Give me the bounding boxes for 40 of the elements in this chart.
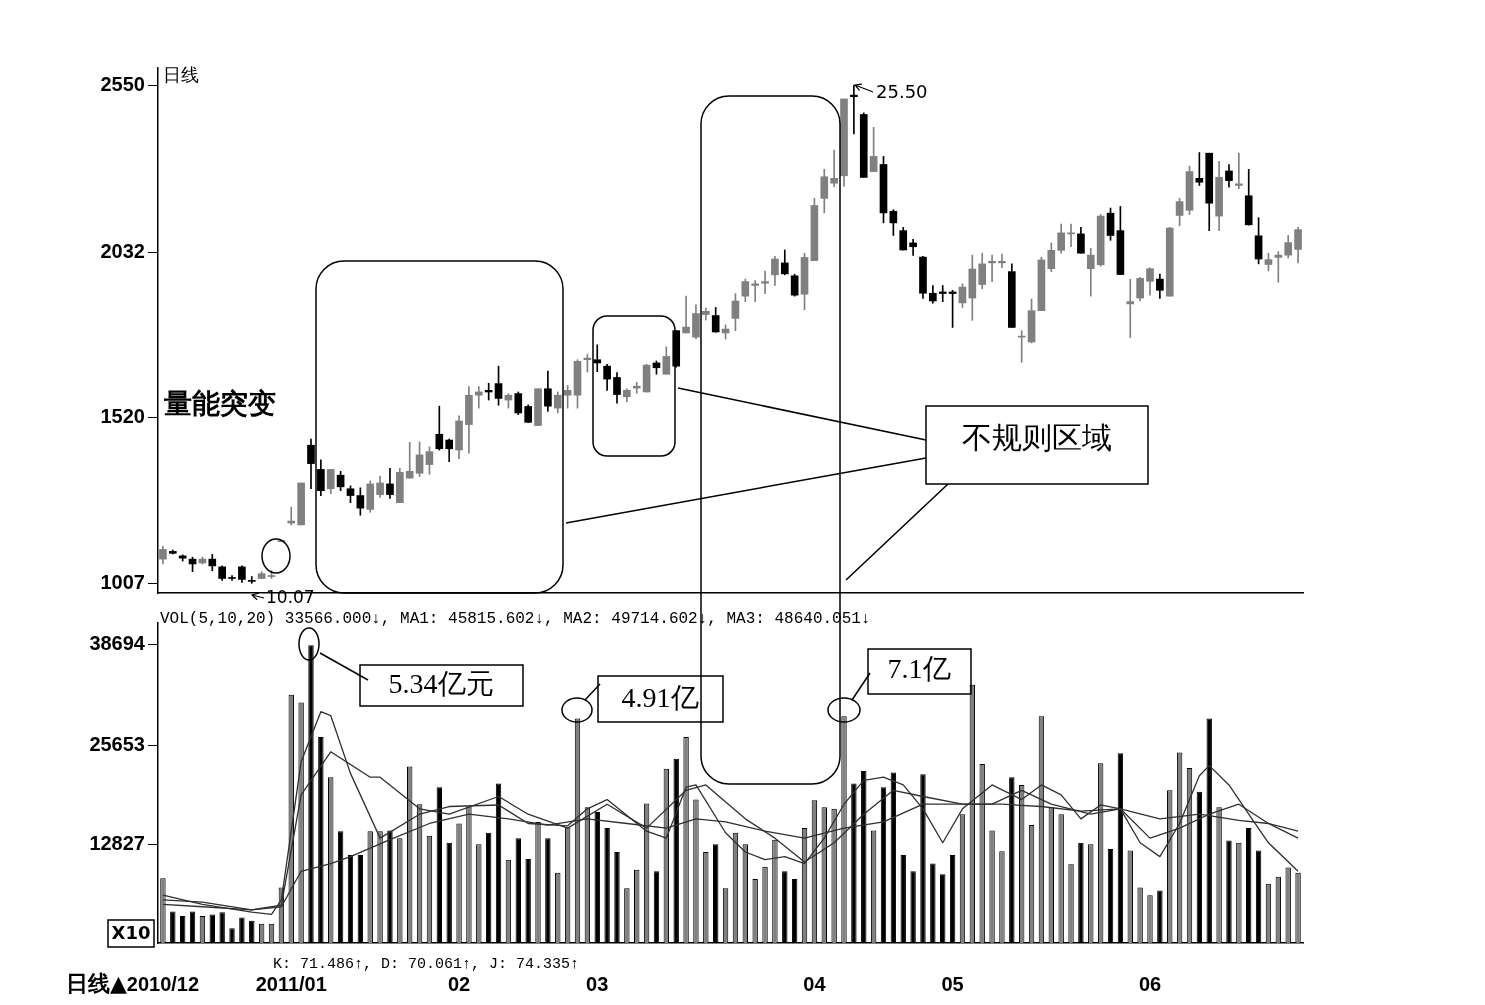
x-tick-label: 03 (586, 972, 609, 995)
y-tick-label: 1520 (100, 405, 145, 428)
annotation: 25.50 (876, 80, 928, 102)
annotation: 不规则区域 (962, 419, 1112, 455)
candlestick (593, 344, 602, 372)
x-tick-label: 04 (803, 972, 827, 995)
candlestick (938, 285, 947, 302)
candlestick (405, 441, 414, 479)
annotation: 量能突变 (163, 387, 276, 421)
candlestick (988, 254, 996, 282)
x-tick-label: 05 (941, 972, 964, 995)
candlestick (247, 576, 256, 584)
y-tick-label: 1007 (100, 570, 145, 593)
y-tick-label: 12827 (89, 831, 145, 854)
candlestick (909, 239, 917, 256)
candlestick (830, 149, 838, 188)
candlestick (761, 270, 769, 294)
candlestick (751, 280, 760, 302)
candlestick (1274, 251, 1283, 283)
candlestick (998, 253, 1006, 269)
x-tick-label: 2010/12 (126, 972, 200, 995)
candlestick (1126, 279, 1135, 339)
x-tick-label: 06 (1138, 972, 1162, 995)
y-tick-label: 38694 (89, 632, 146, 655)
y-tick-label: 25653 (89, 732, 145, 755)
text: K: 71.486↑, D: 70.061↑, J: 74.335↑ (273, 955, 580, 973)
y-tick-label: 2550 (100, 72, 145, 95)
annotation: 5.34亿元 (388, 668, 494, 700)
candlestick (1235, 152, 1243, 190)
text: X10 (111, 921, 151, 943)
text: 日线▲ (66, 970, 127, 996)
candlestick (474, 386, 483, 409)
candlestick (682, 295, 690, 334)
y-tick-label: 2032 (100, 240, 145, 263)
x-tick-label: 02 (447, 972, 471, 995)
annotation: 7.1亿 (887, 653, 951, 685)
candlestick (850, 85, 858, 135)
annotation: 4.91亿 (621, 682, 699, 714)
x-tick-label: 2011/01 (255, 972, 327, 995)
chart-title: 日线 (163, 63, 199, 85)
